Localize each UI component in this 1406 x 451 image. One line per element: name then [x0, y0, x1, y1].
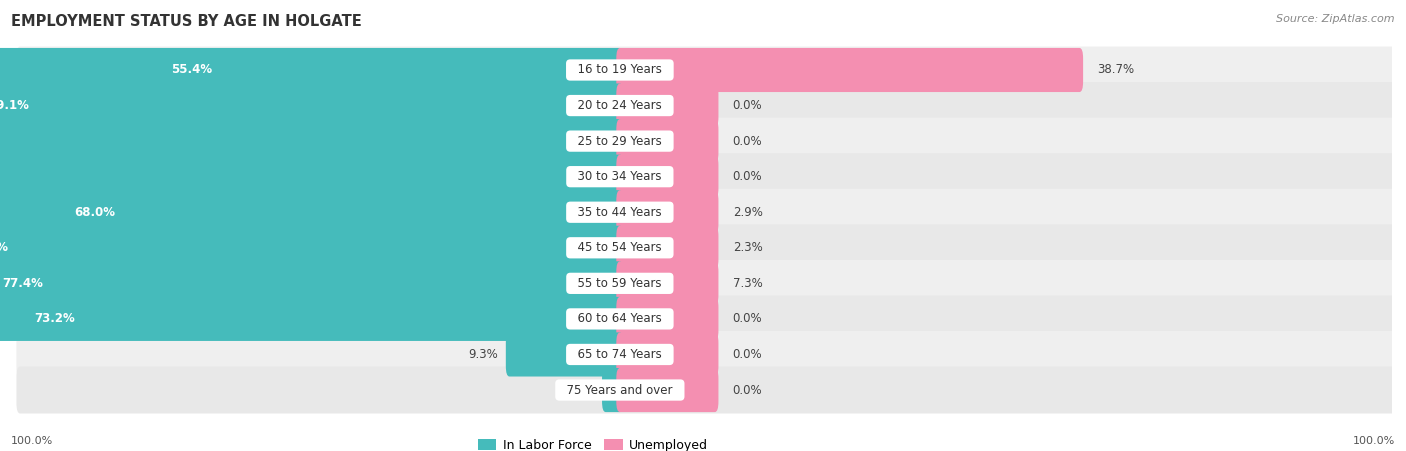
Text: 55.4%: 55.4% — [172, 64, 212, 77]
Text: 20 to 24 Years: 20 to 24 Years — [571, 99, 669, 112]
Text: 79.1%: 79.1% — [0, 99, 30, 112]
Text: 9.3%: 9.3% — [468, 348, 498, 361]
FancyBboxPatch shape — [17, 224, 1406, 271]
FancyBboxPatch shape — [0, 48, 623, 92]
FancyBboxPatch shape — [616, 119, 718, 163]
Text: 45 to 54 Years: 45 to 54 Years — [571, 241, 669, 254]
FancyBboxPatch shape — [17, 118, 1406, 165]
FancyBboxPatch shape — [0, 261, 623, 305]
Text: 0.0%: 0.0% — [733, 170, 762, 183]
Text: 0.0%: 0.0% — [733, 99, 762, 112]
FancyBboxPatch shape — [616, 332, 718, 377]
Text: 0.0%: 0.0% — [733, 383, 762, 396]
Text: 30 to 34 Years: 30 to 34 Years — [571, 170, 669, 183]
FancyBboxPatch shape — [17, 153, 1406, 200]
Text: 100.0%: 100.0% — [1353, 437, 1395, 446]
Text: 2.3%: 2.3% — [733, 241, 762, 254]
FancyBboxPatch shape — [17, 260, 1406, 307]
Legend: In Labor Force, Unemployed: In Labor Force, Unemployed — [472, 434, 713, 451]
Text: 55 to 59 Years: 55 to 59 Years — [571, 277, 669, 290]
Text: 16 to 19 Years: 16 to 19 Years — [571, 64, 669, 77]
FancyBboxPatch shape — [0, 190, 623, 234]
Text: 68.0%: 68.0% — [75, 206, 115, 219]
FancyBboxPatch shape — [616, 261, 718, 305]
Text: 73.2%: 73.2% — [34, 313, 75, 326]
Text: 25 to 29 Years: 25 to 29 Years — [571, 134, 669, 147]
FancyBboxPatch shape — [616, 368, 718, 412]
Text: 100.0%: 100.0% — [11, 437, 53, 446]
FancyBboxPatch shape — [616, 190, 718, 234]
FancyBboxPatch shape — [17, 46, 1406, 93]
FancyBboxPatch shape — [17, 189, 1406, 236]
FancyBboxPatch shape — [616, 48, 1083, 92]
Text: EMPLOYMENT STATUS BY AGE IN HOLGATE: EMPLOYMENT STATUS BY AGE IN HOLGATE — [11, 14, 361, 28]
FancyBboxPatch shape — [0, 83, 623, 128]
Text: 0.0%: 0.0% — [733, 348, 762, 361]
Text: 1.2%: 1.2% — [564, 383, 593, 396]
Text: 75 Years and over: 75 Years and over — [560, 383, 681, 396]
FancyBboxPatch shape — [0, 226, 623, 270]
FancyBboxPatch shape — [616, 83, 718, 128]
Text: 77.4%: 77.4% — [1, 277, 42, 290]
Text: Source: ZipAtlas.com: Source: ZipAtlas.com — [1277, 14, 1395, 23]
Text: 7.3%: 7.3% — [733, 277, 762, 290]
FancyBboxPatch shape — [506, 332, 623, 377]
FancyBboxPatch shape — [602, 368, 623, 412]
FancyBboxPatch shape — [17, 295, 1406, 342]
FancyBboxPatch shape — [616, 155, 718, 199]
FancyBboxPatch shape — [616, 226, 718, 270]
FancyBboxPatch shape — [616, 297, 718, 341]
FancyBboxPatch shape — [0, 155, 623, 199]
FancyBboxPatch shape — [0, 119, 623, 163]
Text: 35 to 44 Years: 35 to 44 Years — [571, 206, 669, 219]
FancyBboxPatch shape — [17, 82, 1406, 129]
FancyBboxPatch shape — [17, 367, 1406, 414]
Text: 2.9%: 2.9% — [733, 206, 762, 219]
Text: 0.0%: 0.0% — [733, 134, 762, 147]
Text: 60 to 64 Years: 60 to 64 Years — [571, 313, 669, 326]
FancyBboxPatch shape — [0, 297, 623, 341]
Text: 38.7%: 38.7% — [1097, 64, 1135, 77]
Text: 0.0%: 0.0% — [733, 313, 762, 326]
FancyBboxPatch shape — [17, 331, 1406, 378]
Text: 65 to 74 Years: 65 to 74 Years — [571, 348, 669, 361]
Text: 81.9%: 81.9% — [0, 241, 8, 254]
